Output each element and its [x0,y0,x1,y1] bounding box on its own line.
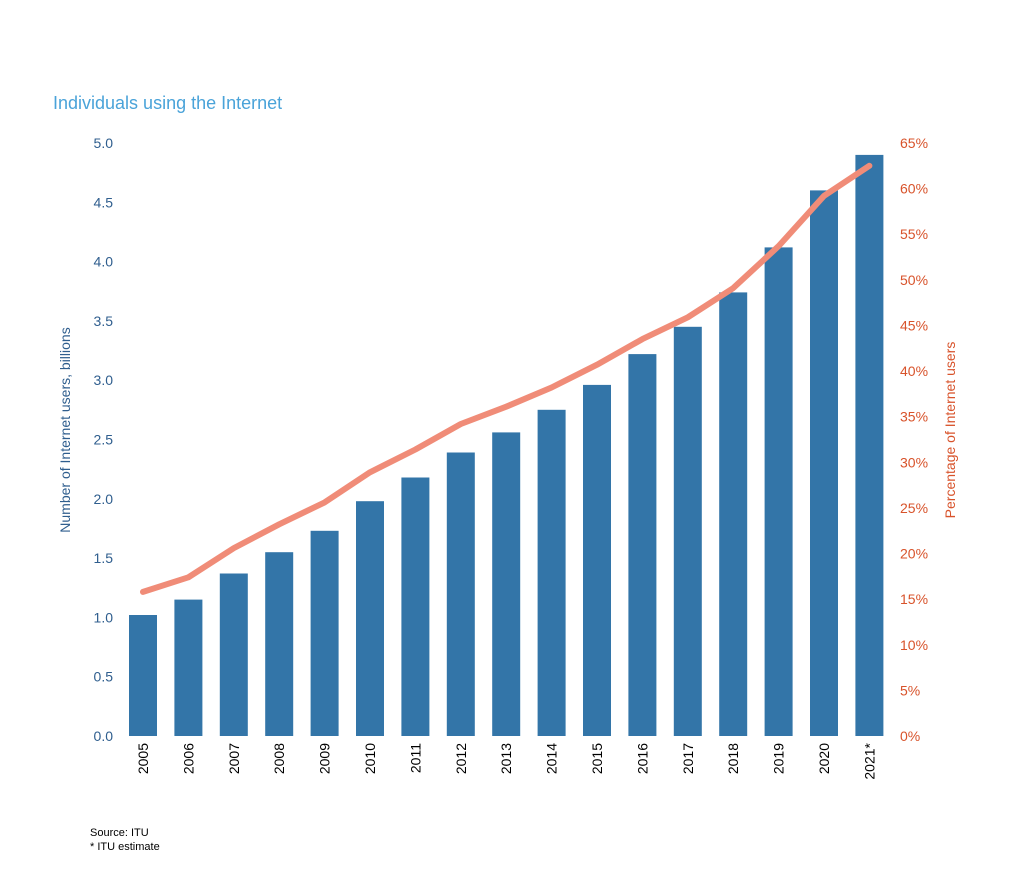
bar-2015 [583,384,611,736]
bar-2017 [673,326,702,736]
x-tick-label: 2006 [180,743,196,774]
left-tick-label: 0.0 [94,728,114,744]
bar-2005 [129,615,157,736]
bar-2021-est [855,154,884,736]
right-tick-label: 45% [900,318,928,334]
right-tick-label: 60% [900,181,928,197]
x-tick-label: 2017 [680,743,696,774]
right-tick-label: 5% [900,682,920,698]
line-point-2007 [233,547,235,549]
right-tick-label: 20% [900,546,928,562]
bar-2013 [492,432,521,736]
line-point-2020 [823,195,825,197]
x-tick-label: 2020 [816,743,832,774]
line-point-2021-est [868,165,870,167]
x-tick-label: 2010 [362,743,378,774]
right-tick-label: 0% [900,728,920,744]
line-point-2017 [687,316,689,318]
bar-2016 [628,354,657,736]
x-tick-label: 2021* [861,742,877,779]
left-tick-label: 5.0 [94,135,114,151]
line-point-2013 [505,406,507,408]
right-tick-label: 10% [900,637,928,653]
x-tick-label: 2012 [453,743,469,774]
left-tick-label: 3.0 [94,372,114,388]
x-tick-label: 2005 [135,743,151,774]
y2-axis-label: Percentage of Internet users [942,342,958,519]
estimate-note: * ITU estimate [90,841,160,853]
left-tick-label: 2.5 [94,432,114,448]
left-tick-label: 3.5 [94,313,114,329]
y-axis-label: Number of Internet users, billions [57,327,73,532]
line-point-2015 [596,364,598,366]
line-point-2006 [187,576,189,578]
line-group [140,162,873,595]
right-tick-label: 30% [900,454,928,470]
line-point-2018 [732,287,734,289]
line-point-2005 [142,591,144,593]
left-tick-label: 2.0 [94,491,114,507]
bar-2012 [446,452,475,736]
bar-2010 [356,501,384,736]
right-tick-label: 25% [900,500,928,516]
x-tick-label: 2014 [544,743,560,774]
line-point-2011 [414,449,416,450]
right-tick-label: 55% [900,226,928,242]
x-tick-label: 2008 [271,743,287,774]
bar-2020 [810,190,838,736]
line-point-2008 [278,523,280,525]
line-point-2010 [369,471,371,473]
left-tick-label: 1.0 [94,609,114,625]
x-tick-label: 2015 [589,743,605,774]
right-tick-label: 35% [900,409,928,425]
right-tick-label: 15% [900,591,928,607]
source-notes: Source: ITU * ITU estimate [90,826,160,854]
x-tick-label: 2019 [771,743,787,774]
left-axis-ticks: 0.0 0.5 1.0 1.5 2.0 2.5 3.0 3.5 4.0 4.5 5.0 [94,135,114,744]
x-tick-label: 2016 [634,743,650,774]
x-tick-label: 2018 [725,743,741,774]
bar-2014 [537,409,566,736]
right-tick-label: 40% [900,363,928,379]
line-point-2009 [324,501,326,503]
bars-group [129,154,884,736]
chart-title: Individuals using the Internet [53,93,282,113]
left-tick-label: 0.5 [94,669,114,685]
bar-2009 [310,530,339,736]
right-axis-ticks: 0% 5% 10% 15% 20% 25% 30% 35% 40% 45% 50% 55% 60% 65% [900,135,928,744]
source-note: Source: ITU [90,827,149,839]
bar-2007 [219,573,248,736]
line-point-2014 [551,387,553,388]
x-tick-label: 2009 [317,743,333,774]
left-tick-label: 1.5 [94,550,114,566]
left-tick-label: 4.0 [94,254,114,270]
x-axis-ticks: 2005 2006 2007 2008 2009 2010 2011 2012 2013 2014… [135,742,877,779]
right-tick-label: 65% [900,135,928,151]
line-point-2012 [460,423,462,425]
x-tick-label: 2007 [226,743,242,774]
bar-2018 [719,292,748,736]
bar-2011 [401,477,430,736]
line-point-2016 [641,338,643,340]
bar-2008 [265,552,294,736]
x-tick-label: 2011 [407,743,423,773]
x-tick-label: 2013 [498,743,514,774]
line-point-2019 [778,245,780,247]
bar-2006 [174,599,203,736]
bar-2019 [764,247,793,736]
left-tick-label: 4.5 [94,194,114,210]
right-tick-label: 50% [900,272,928,288]
